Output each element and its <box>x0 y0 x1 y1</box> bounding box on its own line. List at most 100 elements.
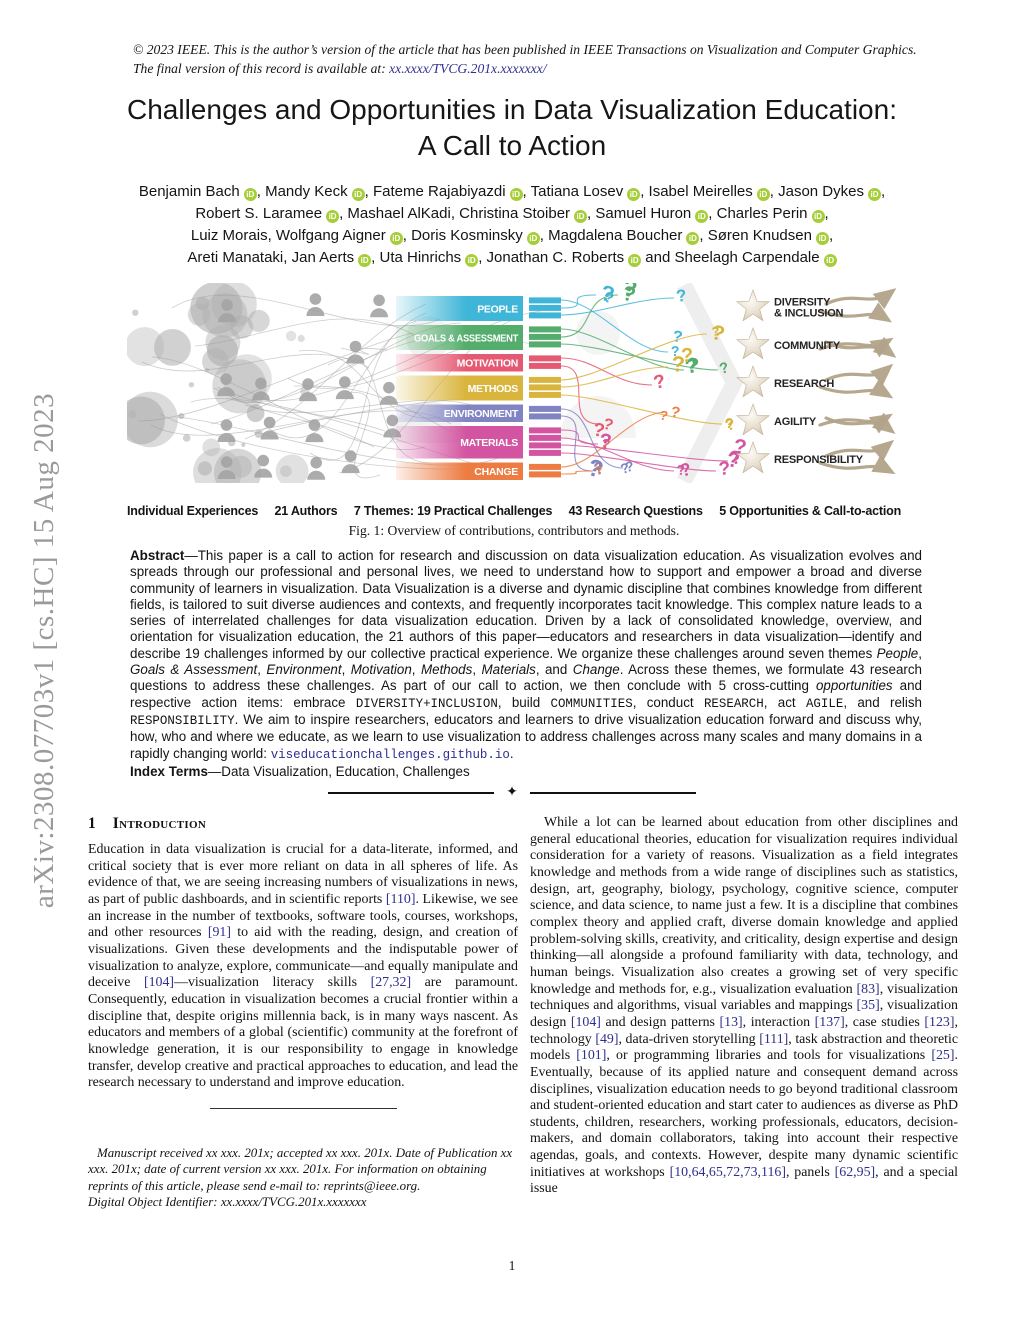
opportunity-star-icon <box>735 441 771 474</box>
orcid-icon[interactable]: iD <box>756 188 770 201</box>
person-icon <box>305 419 324 443</box>
text-run: . <box>509 745 514 761</box>
citation-link[interactable]: [83] <box>856 981 880 997</box>
person-body <box>299 392 317 402</box>
orcid-icon[interactable]: iD <box>574 210 588 223</box>
text-run: , act <box>763 694 806 710</box>
theme-group: MATERIALS???????? <box>396 426 748 481</box>
opportunity-label: DIVERSITY & INCLUSION <box>774 297 844 320</box>
connection-line <box>151 356 426 450</box>
author-name: Magdalena Boucher <box>548 227 683 244</box>
experience-bubble <box>188 382 195 388</box>
text-run: . Eventually, because of its applied nat… <box>530 1048 958 1180</box>
orcid-icon[interactable]: iD <box>509 188 523 201</box>
person-icon <box>260 416 279 440</box>
question-mark: ? <box>686 354 700 378</box>
figure-stats-row: Individual Experiences 21 Authors 7 Them… <box>127 504 901 518</box>
experience-bubble <box>197 461 212 476</box>
person-head <box>263 416 276 429</box>
question-mark: ? <box>723 416 737 435</box>
citation-link[interactable]: [10,64,65,72,73,116] <box>669 1164 786 1180</box>
text-run: , visualization techniques and algorithm… <box>530 981 958 1014</box>
orcid-icon[interactable]: iD <box>811 210 825 223</box>
author-name: Uta Hinrichs <box>379 249 462 266</box>
citation-link[interactable]: [104] <box>570 1014 601 1030</box>
person-body <box>346 354 365 364</box>
orcid-icon[interactable]: iD <box>243 188 257 201</box>
text-run: AGILE <box>805 696 844 711</box>
citation-link[interactable]: [27,32] <box>370 975 412 991</box>
text-run: , data-driven storytelling <box>618 1031 760 1047</box>
citation-link[interactable]: [110] <box>385 891 416 907</box>
orcid-icon[interactable]: iD <box>358 254 372 267</box>
orcid-icon[interactable]: iD <box>526 232 540 245</box>
experience-bubble <box>222 354 272 404</box>
citation-link[interactable]: [91] <box>207 925 231 941</box>
citation-link[interactable]: [13] <box>719 1014 743 1030</box>
text-run: , and <box>535 662 573 678</box>
orcid-icon[interactable]: iD <box>326 210 340 223</box>
orcid-icon[interactable]: iD <box>351 188 365 201</box>
question-link-line <box>560 411 668 468</box>
person-head <box>221 299 233 311</box>
citation-link[interactable]: [35] <box>856 998 880 1014</box>
connection-line <box>343 392 381 479</box>
orcid-icon[interactable]: iD <box>627 188 641 201</box>
person-head <box>220 419 233 431</box>
opportunity-arrow <box>818 454 896 475</box>
experience-bubble <box>128 410 137 419</box>
person-head <box>255 377 267 390</box>
experience-bubble <box>280 465 292 477</box>
author-name: Mandy Keck <box>265 183 348 200</box>
challenge-bar <box>529 405 561 412</box>
copyright-notice: © 2023 IEEE. This is the author’s versio… <box>133 41 939 79</box>
doi-link[interactable]: xx.xxxx/TVCG.201x.xxxxxxx/ <box>389 60 547 76</box>
intro-paragraph-left: Education in data visualization is cruci… <box>88 842 518 1092</box>
opportunity-group: RESEARCH <box>735 363 894 399</box>
orcid-icon[interactable]: iD <box>389 232 403 245</box>
person-icon <box>379 381 398 405</box>
orcid-icon[interactable]: iD <box>815 232 829 245</box>
author-name: Charles Perin <box>716 205 808 222</box>
text-run: Index Terms <box>130 764 208 779</box>
question-mark: ? <box>591 419 606 442</box>
question-mark: ? <box>675 286 688 306</box>
citation-link[interactable]: [49] <box>595 1031 619 1047</box>
question-mark: ? <box>669 403 682 422</box>
text-run: , interaction <box>742 1014 815 1030</box>
citation-link[interactable]: [111] <box>759 1031 789 1047</box>
orcid-icon[interactable]: iD <box>686 232 700 245</box>
opportunity-label-line: DIVERSITY <box>774 297 831 309</box>
question-mark: ? <box>601 435 612 452</box>
opportunity-label-line: COMMUNITY <box>774 340 841 352</box>
url-link[interactable]: viseducationchallenges.github.io <box>270 747 510 762</box>
citation-link[interactable]: [25] <box>931 1048 955 1064</box>
question-mark: ? <box>681 345 694 367</box>
orcid-icon[interactable]: iD <box>465 254 479 267</box>
right-column: While a lot can be learned about educati… <box>530 815 958 1198</box>
index-terms: Index Terms—Data Visualization, Educatio… <box>130 764 922 779</box>
text-run: , <box>257 662 267 678</box>
question-link-line <box>560 394 723 425</box>
citation-link[interactable]: [123] <box>924 1014 955 1030</box>
question-mark: ? <box>594 463 604 478</box>
citation-link[interactable]: [62,95] <box>834 1164 876 1180</box>
opportunity-arrow <box>818 378 894 399</box>
author-line: Benjamin Bach iD, Mandy Keck iD, Fateme Ra… <box>138 183 886 201</box>
citation-link[interactable]: [137] <box>814 1014 845 1030</box>
citation-link[interactable]: [101] <box>576 1048 607 1064</box>
orcid-icon[interactable]: iD <box>628 254 642 267</box>
person-head <box>302 378 314 390</box>
person-body <box>260 430 279 440</box>
experience-bubble <box>202 438 221 457</box>
author-name: Tatiana Losev <box>530 183 624 200</box>
citation-link[interactable]: [104] <box>143 975 175 991</box>
experience-bubble <box>117 396 165 445</box>
orcid-icon[interactable]: iD <box>695 210 709 223</box>
orcid-icon[interactable]: iD <box>867 188 881 201</box>
stat-themes-challenges: 7 Themes: 19 Practical Challenges <box>353 504 553 518</box>
challenge-bar <box>529 312 561 319</box>
orcid-icon[interactable]: iD <box>823 254 837 267</box>
author-name: Samuel Huron <box>595 205 692 222</box>
